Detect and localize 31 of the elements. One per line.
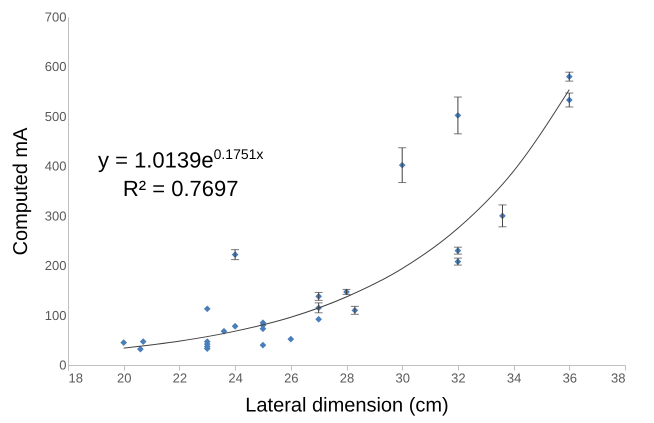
- x-tick-label: 26: [284, 370, 299, 386]
- x-axis-title: Lateral dimension (cm): [245, 394, 449, 416]
- point: [137, 346, 144, 352]
- x-tick-label: 28: [340, 370, 354, 386]
- annotation: y = 1.0139e$^{0.1751x}$: [98, 145, 264, 174]
- point: [140, 338, 147, 345]
- y-tick-label: 700: [44, 10, 66, 24]
- y-tick-label: 200: [44, 258, 66, 274]
- annotation: R² = 0.7697: [122, 175, 240, 204]
- y-tick-label: 600: [44, 59, 66, 74]
- y-axis-title: Computed mA: [10, 126, 32, 256]
- y-tick-label: 100: [44, 308, 66, 323]
- point: [260, 342, 266, 348]
- x-tick-label: 32: [451, 370, 466, 386]
- y-tick-label: 500: [44, 108, 66, 124]
- y-tick-label: 400: [44, 158, 66, 174]
- point: [120, 339, 128, 346]
- x-tick-label: 36: [562, 370, 578, 386]
- y-tick-label: 0: [59, 358, 66, 372]
- point: [315, 316, 322, 323]
- x-tick-label: 18: [68, 370, 83, 386]
- point: [287, 336, 294, 343]
- x-tick-label: 24: [228, 370, 243, 386]
- x-tick-label: 38: [611, 370, 626, 386]
- y-tick-label: 300: [44, 208, 66, 224]
- x-tick-label: 30: [395, 370, 410, 386]
- x-tick-label: 22: [172, 370, 188, 386]
- point: [204, 305, 211, 312]
- x-tick-label: 20: [116, 370, 132, 386]
- x-tick-label: 34: [506, 370, 522, 386]
- point: [232, 322, 238, 330]
